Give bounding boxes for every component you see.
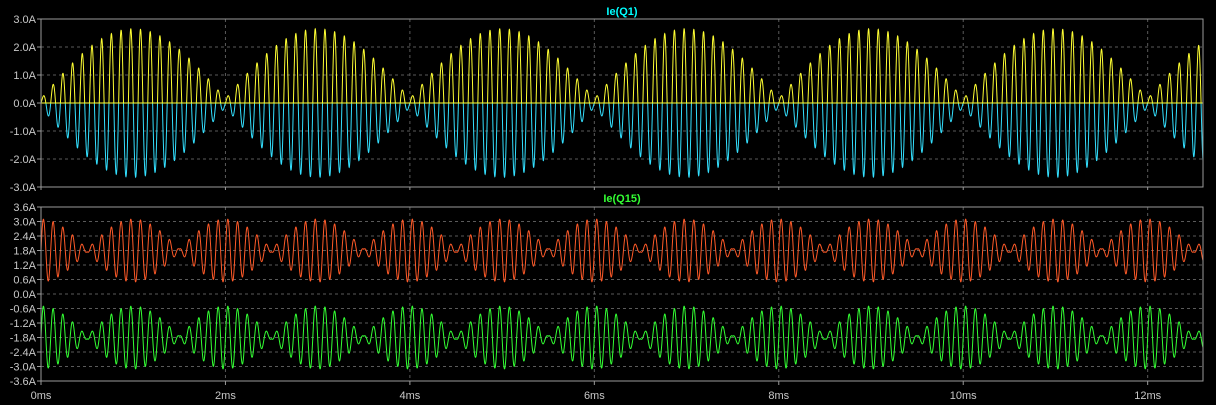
y-tick-label: 3.0A <box>13 217 36 229</box>
x-tick-label: 0ms <box>31 390 52 402</box>
y-tick-label: 0.6A <box>13 275 36 287</box>
y-tick-label: 1.8A <box>13 246 36 258</box>
y-tick-label: -3.6A <box>10 376 37 388</box>
y-tick-label: -1.0A <box>10 126 37 138</box>
pane-ie-q1-traces[interactable] <box>40 27 1204 179</box>
pane-ie-q1[interactable]: 3.0A 2.0A 1.0A 0.0A -1.0A -2.0A -3.0A Ie(Q1) <box>10 6 1204 194</box>
x-tick-label: 4ms <box>399 390 420 402</box>
y-tick-label: -1.2A <box>10 318 37 330</box>
y-tick-label: -3.0A <box>10 362 37 374</box>
y-tick-label: -1.8A <box>10 333 37 345</box>
trace-series-2[interactable] <box>41 102 1204 179</box>
y-tick-label: 0.0A <box>13 289 36 301</box>
y-tick-label: 1.2A <box>13 260 36 272</box>
y-tick-label: -2.4A <box>10 347 37 359</box>
pane-ie-q1-y-axis: 3.0A 2.0A 1.0A 0.0A -1.0A -2.0A -3.0A <box>10 14 41 194</box>
y-tick-label: -0.6A <box>10 304 37 316</box>
pane-ie-q1-title[interactable]: Ie(Q1) <box>606 6 638 18</box>
x-tick-label: 2ms <box>215 390 236 402</box>
pane-ie-q15-y-axis: 3.6A 3.0A 2.4A 1.8A 1.2A 0.6A 0.0A -0.6A -1.2A -1… <box>10 202 41 388</box>
y-tick-label: -3.0A <box>10 182 37 194</box>
y-tick-label: 3.6A <box>13 202 36 214</box>
x-tick-label: 10ms <box>950 390 977 402</box>
pane-ie-q15-title[interactable]: Ie(Q15) <box>603 193 641 205</box>
y-tick-label: 1.0A <box>13 70 36 82</box>
y-tick-label: -2.0A <box>10 154 37 166</box>
x-tick-label: 12ms <box>1134 390 1161 402</box>
y-tick-label: 2.4A <box>13 231 36 243</box>
y-tick-label: 0.0A <box>13 98 36 110</box>
time-axis: 0ms 2ms 4ms 6ms 8ms 10ms 12ms <box>31 187 1162 402</box>
trace-series-2[interactable] <box>40 305 1204 370</box>
y-tick-label: 3.0A <box>13 14 36 26</box>
pane-ie-q15[interactable]: 3.6A 3.0A 2.4A 1.8A 1.2A 0.6A 0.0A -0.6A -1.2A -1… <box>10 193 1204 388</box>
y-tick-label: 2.0A <box>13 42 36 54</box>
x-tick-label: 8ms <box>768 390 789 402</box>
pane-ie-q15-traces[interactable] <box>40 218 1204 370</box>
trace-series-1[interactable] <box>40 218 1204 283</box>
x-tick-label: 6ms <box>584 390 605 402</box>
